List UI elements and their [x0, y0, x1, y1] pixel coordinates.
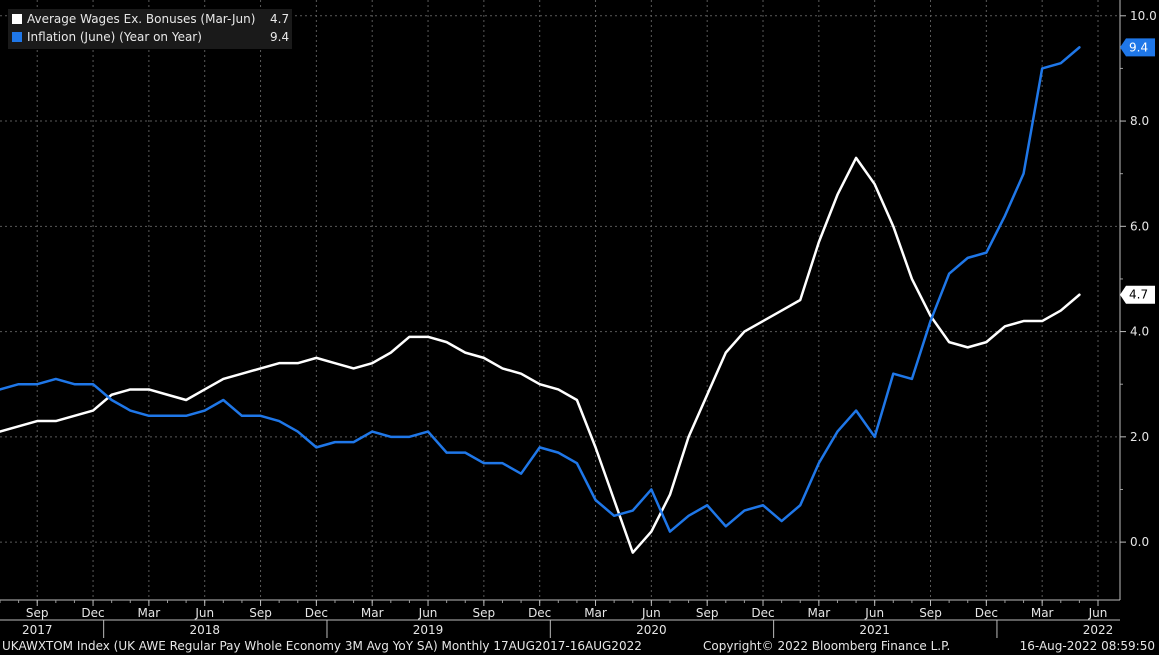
legend-swatch-wages: [12, 14, 22, 24]
last-value-tag-1: 9.4: [1120, 38, 1155, 57]
year-label: 2022: [1083, 623, 1114, 637]
value-tag-label: 4.7: [1129, 288, 1148, 302]
x-tick-label: Jun: [194, 606, 214, 620]
value-tag-label: 9.4: [1129, 40, 1148, 54]
axes: 10.0 8.0 6.0 4.0 2.0 0.0 Sep Dec Mar Jun Sep Dec Mar…: [0, 0, 1157, 638]
x-tick-label: Dec: [975, 606, 998, 620]
x-tick-label: Mar: [808, 606, 831, 620]
x-tick-label: Dec: [528, 606, 551, 620]
x-tick-label: Mar: [1031, 606, 1054, 620]
legend-item-wages: Average Wages Ex. Bonuses (Mar-Jun) 4.7: [12, 12, 289, 28]
value-tag-shape: [1120, 285, 1155, 304]
y-tick-label: 0.0: [1130, 535, 1149, 549]
last-value-tag-0: 4.7: [1120, 285, 1155, 304]
year-label: 2018: [189, 623, 220, 637]
last-value-tags: 4.7 9.4: [1120, 38, 1155, 304]
footer-description: UKAWXTOM Index (UK AWE Regular Pay Whole…: [2, 639, 642, 653]
legend: Average Wages Ex. Bonuses (Mar-Jun) 4.7 …: [8, 9, 292, 49]
year-label: 2021: [859, 623, 890, 637]
y-tick-label: 8.0: [1130, 114, 1149, 128]
x-tick-label: Mar: [584, 606, 607, 620]
value-tag-shape: [1120, 38, 1155, 57]
legend-value-wages: 4.7: [270, 12, 290, 26]
x-tick-label: Sep: [473, 606, 496, 620]
x-tick-label: Sep: [249, 606, 272, 620]
year-label: 2020: [636, 623, 667, 637]
x-tick-label: Sep: [26, 606, 49, 620]
year-label: 2019: [413, 623, 444, 637]
series-line-0: [0, 156, 1081, 554]
legend-swatch-inflation: [12, 32, 22, 42]
y-tick-label: 6.0: [1130, 219, 1149, 233]
x-tick-label: Mar: [361, 606, 384, 620]
x-tick-label: Dec: [305, 606, 328, 620]
series-line-1: [0, 46, 1081, 533]
x-tick-label: Sep: [696, 606, 719, 620]
x-tick-label: Dec: [81, 606, 104, 620]
y-tick-label: 2.0: [1130, 430, 1149, 444]
x-tick-label: Dec: [751, 606, 774, 620]
series-layer: [0, 46, 1081, 554]
x-tick-label: Jun: [864, 606, 884, 620]
year-label: 2017: [22, 623, 53, 637]
x-tick-label: Jun: [418, 606, 438, 620]
legend-label-inflation: Inflation (June) (Year on Year): [27, 30, 202, 44]
footer-copyright: Copyright© 2022 Bloomberg Finance L.P.: [703, 639, 951, 653]
legend-item-inflation: Inflation (June) (Year on Year) 9.4: [12, 30, 289, 46]
x-tick-label: Mar: [138, 606, 161, 620]
legend-value-inflation: 9.4: [270, 30, 290, 44]
legend-label-wages: Average Wages Ex. Bonuses (Mar-Jun): [27, 12, 256, 26]
x-tick-label: Jun: [641, 606, 661, 620]
x-tick-label: Jun: [1088, 606, 1108, 620]
gridlines: [0, 0, 1120, 600]
x-tick-label: Sep: [919, 606, 942, 620]
footer-timestamp: 16-Aug-2022 08:59:50: [1019, 639, 1155, 653]
y-tick-label: 10.0: [1130, 9, 1157, 23]
y-tick-label: 4.0: [1130, 325, 1149, 339]
